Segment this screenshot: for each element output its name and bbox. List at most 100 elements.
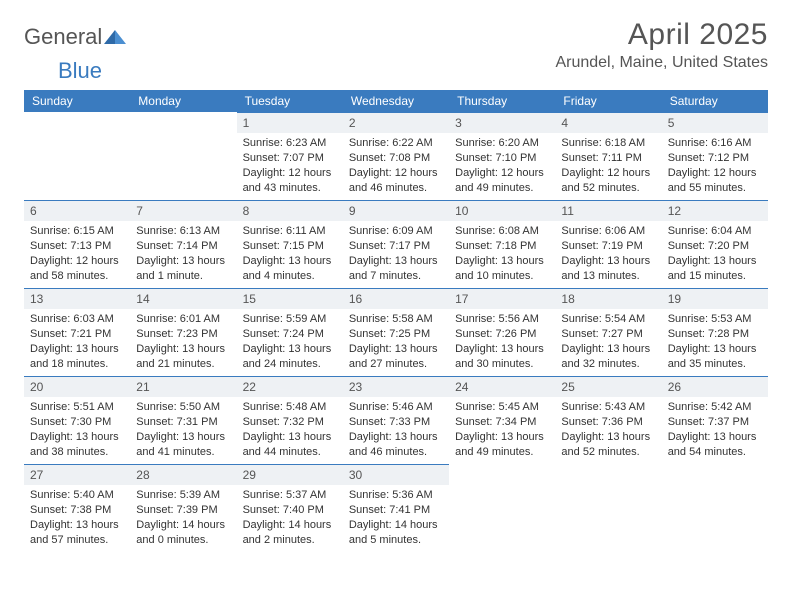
calendar-cell: 22 Sunrise: 5:48 AMSunset: 7:32 PMDayligh… xyxy=(237,376,343,464)
weekday-header-row: SundayMondayTuesdayWednesdayThursdayFrid… xyxy=(24,90,768,112)
day-number: 29 xyxy=(237,464,343,485)
daylight-text: Daylight: 13 hours xyxy=(243,430,337,445)
daylight-text: Daylight: 13 hours xyxy=(136,430,230,445)
daylight-text: and 52 minutes. xyxy=(561,181,655,196)
calendar-week-row: ..1Sunrise: 6:23 AMSunset: 7:07 PMDaylig… xyxy=(24,112,768,200)
sunset-text: Sunset: 7:30 PM xyxy=(30,415,124,430)
day-number: 22 xyxy=(237,376,343,397)
daylight-text: and 30 minutes. xyxy=(455,357,549,372)
calendar-cell: 30Sunrise: 5:36 AMSunset: 7:41 PMDayligh… xyxy=(343,464,449,552)
calendar-cell: 11Sunrise: 6:06 AMSunset: 7:19 PMDayligh… xyxy=(555,200,661,288)
sunrise-text: Sunrise: 5:42 AM xyxy=(668,400,762,415)
weekday-header: Friday xyxy=(555,90,661,112)
calendar-cell: 23Sunrise: 5:46 AMSunset: 7:33 PMDayligh… xyxy=(343,376,449,464)
daylight-text: Daylight: 13 hours xyxy=(136,342,230,357)
calendar-week-row: 6Sunrise: 6:15 AMSunset: 7:13 PMDaylight… xyxy=(24,200,768,288)
sunset-text: Sunset: 7:36 PM xyxy=(561,415,655,430)
day-number: 9 xyxy=(343,200,449,221)
sunrise-text: Sunrise: 5:37 AM xyxy=(243,488,337,503)
day-number: 24 xyxy=(449,376,555,397)
sunset-text: Sunset: 7:32 PM xyxy=(243,415,337,430)
calendar-cell: 1Sunrise: 6:23 AMSunset: 7:07 PMDaylight… xyxy=(237,112,343,200)
day-number: 23 xyxy=(343,376,449,397)
sunrise-text: Sunrise: 5:48 AM xyxy=(243,400,337,415)
calendar-cell: 26Sunrise: 5:42 AMSunset: 7:37 PMDayligh… xyxy=(662,376,768,464)
day-number: 5 xyxy=(662,112,768,133)
daylight-text: Daylight: 13 hours xyxy=(349,342,443,357)
day-number: 3 xyxy=(449,112,555,133)
sunset-text: Sunset: 7:12 PM xyxy=(668,151,762,166)
sunrise-text: Sunrise: 5:51 AM xyxy=(30,400,124,415)
day-number: 18 xyxy=(555,288,661,309)
day-number: 25 xyxy=(555,376,661,397)
day-number: 19 xyxy=(662,288,768,309)
calendar-cell: 24Sunrise: 5:45 AMSunset: 7:34 PMDayligh… xyxy=(449,376,555,464)
sunset-text: Sunset: 7:20 PM xyxy=(668,239,762,254)
calendar-cell: 27Sunrise: 5:40 AMSunset: 7:38 PMDayligh… xyxy=(24,464,130,552)
sunrise-text: Sunrise: 5:53 AM xyxy=(668,312,762,327)
daylight-text: and 24 minutes. xyxy=(243,357,337,372)
sunset-text: Sunset: 7:23 PM xyxy=(136,327,230,342)
daylight-text: and 27 minutes. xyxy=(349,357,443,372)
sunrise-text: Sunrise: 5:46 AM xyxy=(349,400,443,415)
sunset-text: Sunset: 7:08 PM xyxy=(349,151,443,166)
calendar-cell: 14Sunrise: 6:01 AMSunset: 7:23 PMDayligh… xyxy=(130,288,236,376)
daylight-text: Daylight: 13 hours xyxy=(668,342,762,357)
weekday-header: Wednesday xyxy=(343,90,449,112)
daylight-text: Daylight: 13 hours xyxy=(455,342,549,357)
sunrise-text: Sunrise: 5:56 AM xyxy=(455,312,549,327)
sunset-text: Sunset: 7:07 PM xyxy=(243,151,337,166)
daylight-text: and 52 minutes. xyxy=(561,445,655,460)
day-number: 28 xyxy=(130,464,236,485)
sunrise-text: Sunrise: 5:54 AM xyxy=(561,312,655,327)
sunset-text: Sunset: 7:26 PM xyxy=(455,327,549,342)
daylight-text: Daylight: 13 hours xyxy=(349,254,443,269)
daylight-text: Daylight: 13 hours xyxy=(561,254,655,269)
calendar-cell: . xyxy=(130,112,236,200)
weekday-header: Thursday xyxy=(449,90,555,112)
daylight-text: and 49 minutes. xyxy=(455,181,549,196)
logo-mark-icon xyxy=(104,24,126,50)
daylight-text: Daylight: 12 hours xyxy=(455,166,549,181)
calendar-cell: 8Sunrise: 6:11 AMSunset: 7:15 PMDaylight… xyxy=(237,200,343,288)
daylight-text: and 10 minutes. xyxy=(455,269,549,284)
day-number: 30 xyxy=(343,464,449,485)
day-number: 17 xyxy=(449,288,555,309)
sunrise-text: Sunrise: 6:15 AM xyxy=(30,224,124,239)
sunrise-text: Sunrise: 6:23 AM xyxy=(243,136,337,151)
day-number: 16 xyxy=(343,288,449,309)
title-block: April 2025 Arundel, Maine, United States xyxy=(555,18,768,72)
sunrise-text: Sunrise: 6:04 AM xyxy=(668,224,762,239)
day-number: 14 xyxy=(130,288,236,309)
daylight-text: and 21 minutes. xyxy=(136,357,230,372)
day-number: 6 xyxy=(24,200,130,221)
sunrise-text: Sunrise: 5:40 AM xyxy=(30,488,124,503)
sunset-text: Sunset: 7:17 PM xyxy=(349,239,443,254)
sunrise-text: Sunrise: 6:16 AM xyxy=(668,136,762,151)
sunrise-text: Sunrise: 6:06 AM xyxy=(561,224,655,239)
sunset-text: Sunset: 7:27 PM xyxy=(561,327,655,342)
daylight-text: and 46 minutes. xyxy=(349,445,443,460)
sunrise-text: Sunrise: 6:03 AM xyxy=(30,312,124,327)
calendar-cell: 4Sunrise: 6:18 AMSunset: 7:11 PMDaylight… xyxy=(555,112,661,200)
daylight-text: Daylight: 13 hours xyxy=(455,254,549,269)
calendar-body: ..1Sunrise: 6:23 AMSunset: 7:07 PMDaylig… xyxy=(24,112,768,552)
month-title: April 2025 xyxy=(555,18,768,52)
sunset-text: Sunset: 7:24 PM xyxy=(243,327,337,342)
logo: General xyxy=(24,18,126,50)
location-text: Arundel, Maine, United States xyxy=(555,54,768,72)
weekday-header: Saturday xyxy=(662,90,768,112)
daylight-text: and 32 minutes. xyxy=(561,357,655,372)
daylight-text: and 55 minutes. xyxy=(668,181,762,196)
daylight-text: Daylight: 13 hours xyxy=(30,518,124,533)
daylight-text: and 43 minutes. xyxy=(243,181,337,196)
daylight-text: and 44 minutes. xyxy=(243,445,337,460)
day-number: 8 xyxy=(237,200,343,221)
weekday-header: Tuesday xyxy=(237,90,343,112)
day-number: 11 xyxy=(555,200,661,221)
day-number: 27 xyxy=(24,464,130,485)
calendar-cell: 15Sunrise: 5:59 AMSunset: 7:24 PMDayligh… xyxy=(237,288,343,376)
calendar-week-row: 13Sunrise: 6:03 AMSunset: 7:21 PMDayligh… xyxy=(24,288,768,376)
calendar-cell: 19Sunrise: 5:53 AMSunset: 7:28 PMDayligh… xyxy=(662,288,768,376)
day-number: 10 xyxy=(449,200,555,221)
